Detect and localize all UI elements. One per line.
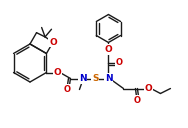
Text: O: O — [64, 85, 71, 94]
Text: O: O — [49, 38, 57, 47]
Text: O: O — [145, 84, 152, 93]
Text: O: O — [105, 45, 112, 54]
Text: O: O — [116, 58, 123, 67]
Text: S: S — [92, 74, 99, 83]
Text: N: N — [79, 74, 86, 83]
Text: N: N — [105, 74, 112, 83]
Text: O: O — [134, 96, 141, 105]
Text: O: O — [54, 68, 61, 77]
